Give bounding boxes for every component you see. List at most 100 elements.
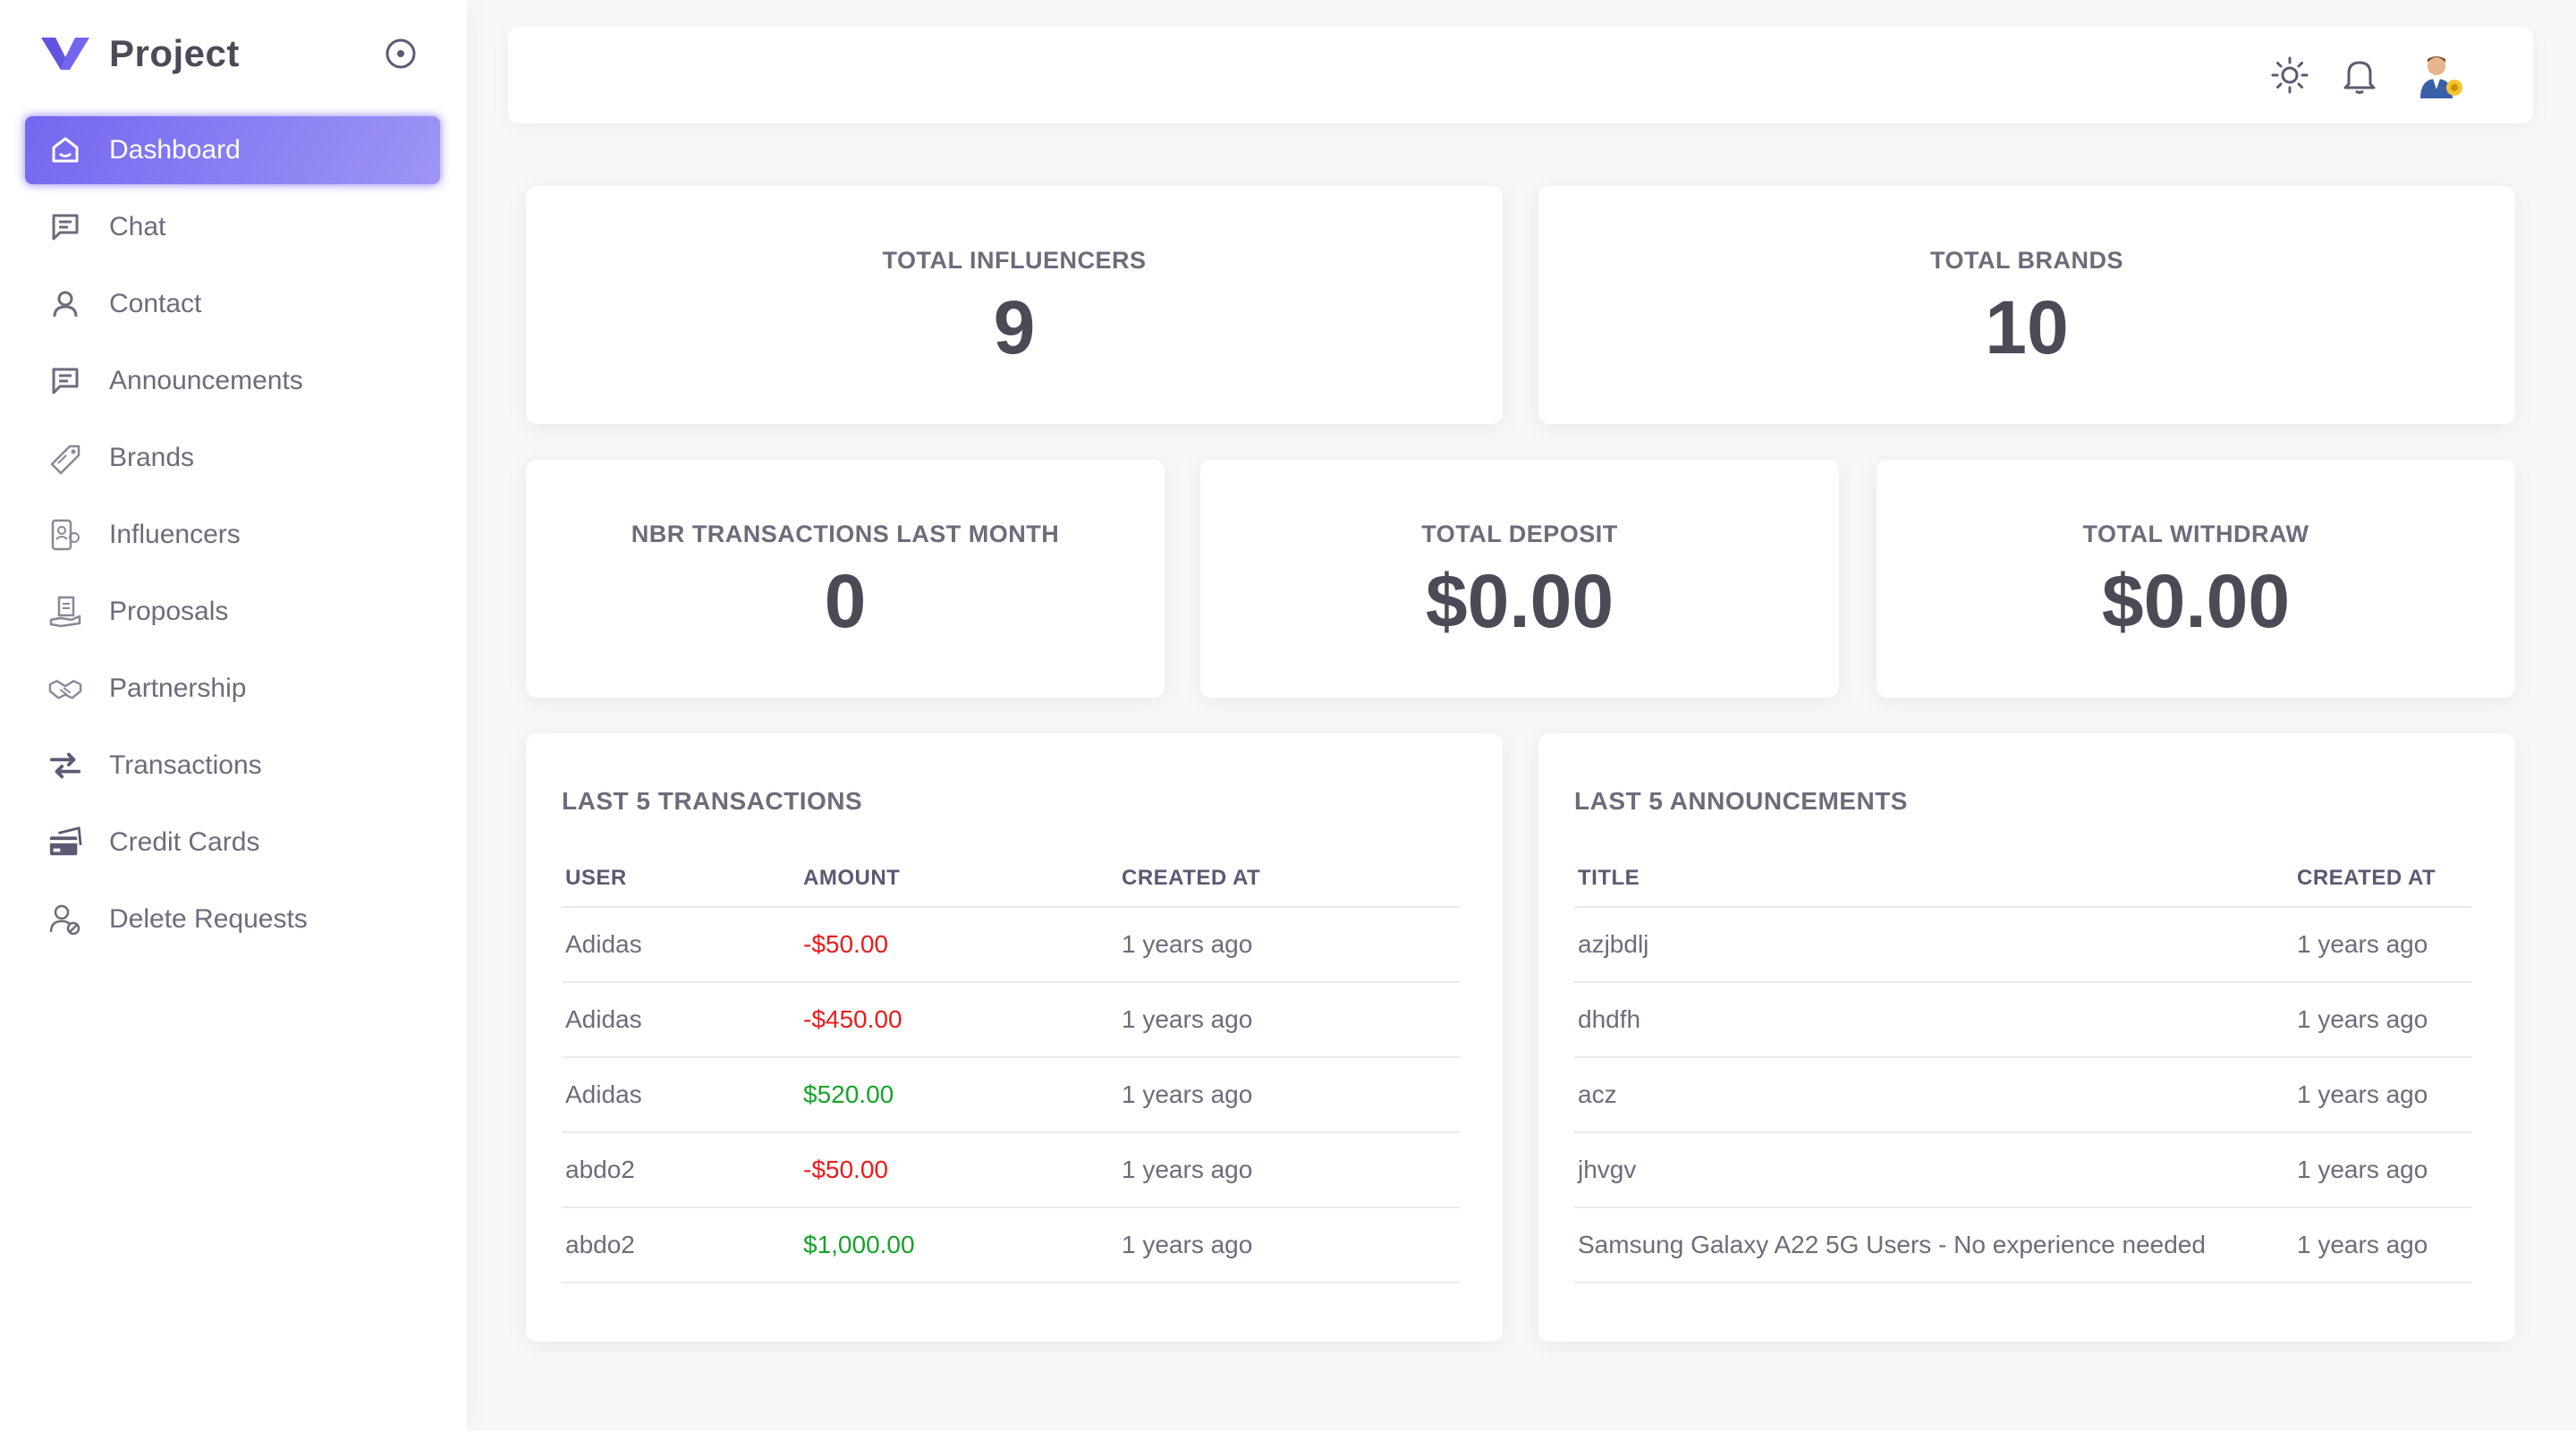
hand-document-icon [48, 595, 82, 629]
cell-amount: -$50.00 [800, 1132, 1118, 1208]
cell-title: azjbdlj [1574, 907, 2293, 983]
bell-icon[interactable] [2338, 54, 2381, 97]
stat-title: TOTAL DEPOSIT [1421, 521, 1618, 547]
table-header-row: TITLE CREATED AT [1574, 850, 2472, 908]
sidebar-item-label: Credit Cards [109, 827, 260, 857]
cell-user: abdo2 [562, 1207, 800, 1283]
table-row: acz 1 years ago [1574, 1057, 2472, 1133]
cell-amount: $1,000.00 [800, 1207, 1118, 1283]
stat-card-total-deposit: TOTAL DEPOSIT $0.00 [1200, 460, 1839, 698]
cell-user: abdo2 [562, 1132, 800, 1208]
cell-created-at: 1 years ago [2293, 1207, 2472, 1283]
column-header-amount: AMOUNT [800, 850, 1118, 908]
sidebar-item-label: Dashboard [109, 135, 241, 165]
sidebar-item-label: Proposals [109, 597, 229, 626]
sidebar-item-dashboard[interactable]: Dashboard [25, 116, 440, 184]
cell-created-at: 1 years ago [2293, 1132, 2472, 1208]
cell-title: acz [1574, 1057, 2293, 1133]
cell-title: dhdfh [1574, 982, 2293, 1058]
cell-title: Samsung Galaxy A22 5G Users - No experie… [1574, 1207, 2293, 1283]
transactions-title: LAST 5 TRANSACTIONS [562, 787, 863, 815]
sidebar-item-contact[interactable]: Contact [25, 270, 440, 338]
stat-title: TOTAL WITHDRAW [2082, 521, 2309, 547]
sidebar-item-label: Delete Requests [109, 904, 308, 934]
home-icon [48, 133, 82, 167]
table-row: azjbdlj 1 years ago [1574, 907, 2472, 983]
stat-title: TOTAL INFLUENCERS [882, 247, 1147, 274]
transactions-card: LAST 5 TRANSACTIONS USER AMOUNT CREATED … [526, 733, 1503, 1342]
table-row: Adidas $520.00 1 years ago [562, 1057, 1460, 1133]
table-row: jhvgv 1 years ago [1574, 1132, 2472, 1208]
cell-created-at: 1 years ago [1118, 907, 1460, 983]
arrows-exchange-icon [48, 749, 82, 783]
stat-card-total-brands: TOTAL BRANDS 10 [1538, 186, 2515, 424]
cell-title: jhvgv [1574, 1132, 2293, 1208]
stat-value: 10 [1985, 285, 2069, 369]
cell-amount: -$450.00 [800, 982, 1118, 1058]
column-header-created-at: CREATED AT [2293, 850, 2472, 908]
transactions-table: USER AMOUNT CREATED AT Adidas -$50.00 1 … [562, 850, 1460, 1283]
stat-value: 9 [993, 285, 1036, 369]
table-row: Adidas -$50.00 1 years ago [562, 907, 1460, 983]
column-header-title: TITLE [1574, 850, 2293, 908]
cell-created-at: 1 years ago [2293, 907, 2472, 983]
stat-value: $0.00 [2101, 559, 2291, 643]
tag-icon [48, 441, 82, 475]
column-header-user: USER [562, 850, 800, 908]
handshake-icon [48, 672, 82, 706]
announcements-card: LAST 5 ANNOUNCEMENTS TITLE CREATED AT az… [1538, 733, 2515, 1342]
user-delete-icon [48, 902, 82, 936]
stat-title: NBR TRANSACTIONS LAST MONTH [631, 521, 1060, 547]
cell-user: Adidas [562, 907, 800, 983]
stat-title: TOTAL BRANDS [1929, 247, 2123, 274]
sidebar-item-delete-requests[interactable]: Delete Requests [25, 885, 440, 953]
sidebar-item-partnership[interactable]: Partnership [25, 655, 440, 723]
collapse-toggle-icon[interactable] [383, 36, 419, 72]
table-row: dhdfh 1 years ago [1574, 982, 2472, 1058]
announcements-title: LAST 5 ANNOUNCEMENTS [1574, 787, 1908, 815]
credit-card-icon [48, 826, 82, 859]
cell-created-at: 1 years ago [1118, 982, 1460, 1058]
top-navbar [508, 27, 2533, 123]
brand[interactable]: Project [39, 32, 240, 75]
table-row: Adidas -$450.00 1 years ago [562, 982, 1460, 1058]
table-row: abdo2 $1,000.00 1 years ago [562, 1207, 1460, 1283]
cell-amount: $520.00 [800, 1057, 1118, 1133]
sidebar-item-transactions[interactable]: Transactions [25, 732, 440, 800]
influencer-icon [48, 518, 82, 552]
sidebar-item-influencers[interactable]: Influencers [25, 501, 440, 569]
sidebar-item-chat[interactable]: Chat [25, 193, 440, 261]
sun-icon[interactable] [2268, 54, 2311, 97]
sidebar-item-label: Brands [109, 443, 195, 472]
sidebar-item-brands[interactable]: Brands [25, 424, 440, 492]
user-icon [48, 287, 82, 321]
sidebar-item-label: Chat [109, 212, 166, 241]
cell-user: Adidas [562, 982, 800, 1058]
sidebar-item-announcements[interactable]: Announcements [25, 347, 440, 415]
cell-created-at: 1 years ago [1118, 1207, 1460, 1283]
table-row: abdo2 -$50.00 1 years ago [562, 1132, 1460, 1208]
cell-created-at: 1 years ago [2293, 982, 2472, 1058]
sidebar-item-label: Transactions [109, 750, 262, 780]
stat-card-total-influencers: TOTAL INFLUENCERS 9 [526, 186, 1503, 424]
brand-logo-icon [41, 38, 89, 70]
sidebar: Project Dashboard Chat Contact [0, 0, 467, 1431]
avatar[interactable] [2417, 50, 2467, 100]
stat-card-nbr-transactions: NBR TRANSACTIONS LAST MONTH 0 [526, 460, 1165, 698]
brand-name: Project [109, 32, 240, 74]
table-row: Samsung Galaxy A22 5G Users - No experie… [1574, 1207, 2472, 1283]
stat-value: $0.00 [1425, 559, 1614, 643]
sidebar-nav: Dashboard Chat Contact Announcements Bra… [25, 116, 440, 962]
sidebar-item-label: Contact [109, 289, 202, 318]
sidebar-item-label: Influencers [109, 520, 241, 549]
cell-user: Adidas [562, 1057, 800, 1133]
sidebar-item-credit-cards[interactable]: Credit Cards [25, 809, 440, 876]
stat-card-total-withdraw: TOTAL WITHDRAW $0.00 [1877, 460, 2515, 698]
cell-created-at: 1 years ago [2293, 1057, 2472, 1133]
announcements-table: TITLE CREATED AT azjbdlj 1 years ago dhd… [1574, 850, 2472, 1283]
cell-amount: -$50.00 [800, 907, 1118, 983]
cell-created-at: 1 years ago [1118, 1057, 1460, 1133]
cell-created-at: 1 years ago [1118, 1132, 1460, 1208]
sidebar-item-proposals[interactable]: Proposals [25, 578, 440, 646]
stat-value: 0 [824, 559, 867, 643]
